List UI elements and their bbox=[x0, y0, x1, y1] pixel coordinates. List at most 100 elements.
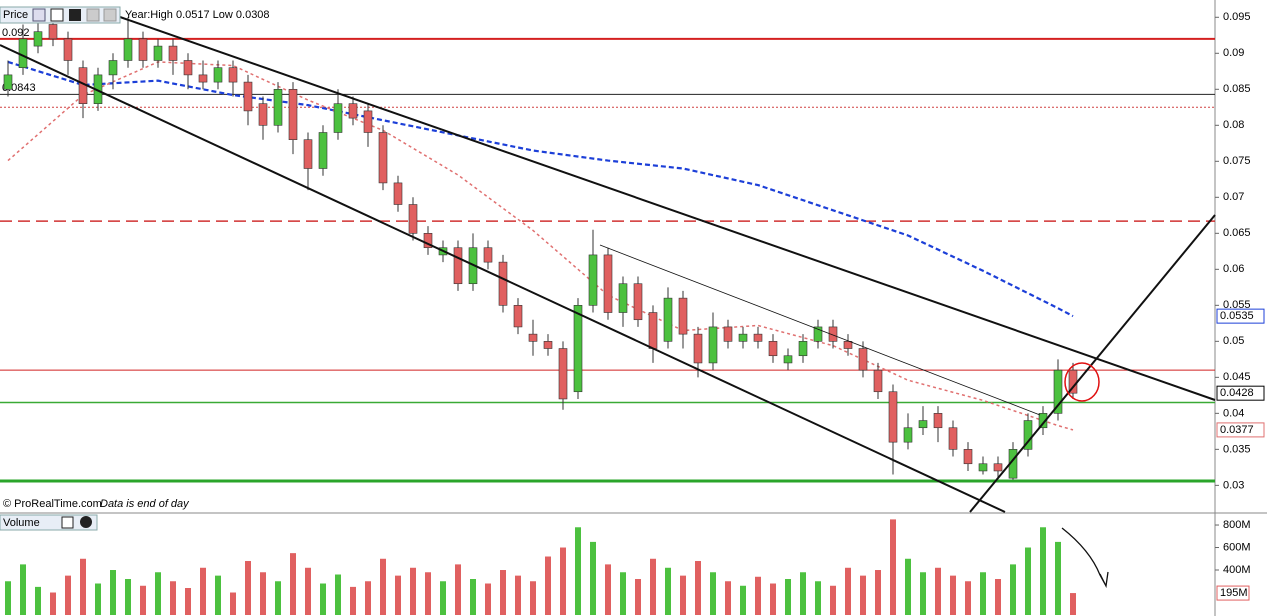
volume-bar bbox=[620, 572, 626, 615]
volume-bar bbox=[155, 572, 161, 615]
candle-body bbox=[228, 67, 238, 83]
volume-bar bbox=[80, 558, 86, 615]
volume-bar bbox=[410, 567, 416, 615]
candle-body bbox=[723, 326, 733, 342]
candle-body bbox=[678, 297, 688, 335]
volume-bar bbox=[515, 575, 521, 615]
volume-bar bbox=[230, 592, 236, 615]
volume-bar bbox=[440, 581, 446, 615]
volume-bar bbox=[650, 558, 656, 615]
highlight-circle bbox=[1064, 362, 1100, 402]
y-tick-label: 0.075 bbox=[1223, 155, 1251, 167]
candle-body bbox=[873, 369, 883, 393]
volume-bar bbox=[920, 572, 926, 615]
volume-bar bbox=[425, 572, 431, 615]
volume-bar bbox=[1070, 593, 1076, 615]
volume-bar bbox=[35, 586, 41, 615]
candle-body bbox=[693, 333, 703, 364]
y-tick-label: 0.035 bbox=[1223, 443, 1251, 455]
icon[interactable] bbox=[80, 516, 92, 528]
last-value-label: 195M bbox=[1220, 587, 1248, 599]
volume-bar bbox=[380, 558, 386, 615]
candle-body bbox=[558, 348, 568, 400]
candle-body bbox=[738, 333, 748, 342]
moving-average bbox=[7, 60, 1074, 318]
icon[interactable] bbox=[86, 8, 100, 22]
volume-bar bbox=[845, 567, 851, 615]
volume-bar bbox=[5, 581, 11, 615]
candle-body bbox=[258, 103, 268, 126]
volume-bar bbox=[110, 570, 116, 615]
candle-body bbox=[768, 341, 778, 357]
volume-bar bbox=[860, 575, 866, 615]
volume-bar bbox=[200, 567, 206, 615]
candle-body bbox=[378, 132, 388, 184]
volume-bar bbox=[830, 585, 836, 615]
level-label: 0.092 bbox=[2, 27, 30, 39]
candle-body bbox=[123, 38, 133, 61]
volume-bar bbox=[455, 564, 461, 615]
volume-bar bbox=[890, 519, 896, 615]
icon[interactable] bbox=[103, 8, 117, 22]
icon[interactable] bbox=[69, 9, 81, 21]
volume-bar bbox=[665, 567, 671, 615]
candle-body bbox=[183, 60, 193, 76]
volume-bar bbox=[50, 592, 56, 615]
volume-bar bbox=[245, 561, 251, 615]
volume-bar bbox=[305, 567, 311, 615]
candle-body bbox=[288, 88, 298, 141]
icon[interactable] bbox=[61, 516, 74, 529]
volume-bar bbox=[260, 572, 266, 615]
icon[interactable] bbox=[32, 8, 46, 22]
trend-lines bbox=[0, 16, 1216, 513]
candle-body bbox=[948, 427, 958, 450]
candle-body bbox=[783, 355, 793, 364]
candle-body bbox=[138, 38, 148, 61]
candle-body bbox=[363, 110, 373, 133]
candle-body bbox=[573, 305, 583, 393]
volume-bar bbox=[950, 575, 956, 615]
candle-body bbox=[3, 74, 13, 90]
volume-bar bbox=[530, 581, 536, 615]
price-plot: 0.095 0.09 0.085 0.08 0.075 0.07 0.065 0.06 0.05… bbox=[0, 10, 1265, 615]
last-value-label: 0.0535 bbox=[1220, 310, 1254, 322]
candle-body bbox=[393, 182, 403, 205]
candle-body bbox=[213, 67, 223, 83]
candle-body bbox=[828, 326, 838, 342]
candle-body bbox=[408, 204, 418, 234]
volume-bar bbox=[635, 579, 641, 615]
icon[interactable] bbox=[50, 8, 64, 22]
candle-body bbox=[903, 427, 913, 443]
volume-bar bbox=[710, 572, 716, 615]
volume-bar bbox=[170, 581, 176, 615]
y-tick-label: 0.085 bbox=[1223, 83, 1251, 95]
candle-body bbox=[63, 38, 73, 61]
y-tick-label: 0.04 bbox=[1223, 407, 1244, 419]
volume-bar bbox=[185, 588, 191, 615]
candle-body bbox=[303, 139, 313, 169]
volume-bar bbox=[605, 564, 611, 615]
volume-bar bbox=[995, 579, 1001, 615]
volume-bar bbox=[755, 576, 761, 615]
y-tick-label: 0.055 bbox=[1223, 299, 1251, 311]
candle-body bbox=[318, 132, 328, 169]
candle-body bbox=[843, 341, 853, 349]
last-value-label: 0.0428 bbox=[1220, 387, 1254, 399]
candle-body bbox=[273, 88, 283, 126]
subtitle: Year:High 0.0517 Low 0.0308 bbox=[125, 9, 270, 21]
annotation-arrow bbox=[1061, 527, 1109, 589]
last-value-box bbox=[1216, 422, 1265, 438]
candle-body bbox=[33, 31, 43, 47]
volume-bar bbox=[875, 570, 881, 615]
volume-bar bbox=[335, 574, 341, 615]
candle-body bbox=[618, 283, 628, 313]
candle-body bbox=[648, 312, 658, 349]
candle-body bbox=[528, 333, 538, 342]
candle-body bbox=[48, 24, 58, 40]
y-tick-label: 0.08 bbox=[1223, 119, 1244, 131]
candle-body bbox=[918, 420, 928, 429]
candle-body bbox=[483, 247, 493, 263]
candle-body bbox=[588, 254, 598, 306]
volume-bar bbox=[140, 585, 146, 615]
candle-body bbox=[1038, 413, 1048, 429]
